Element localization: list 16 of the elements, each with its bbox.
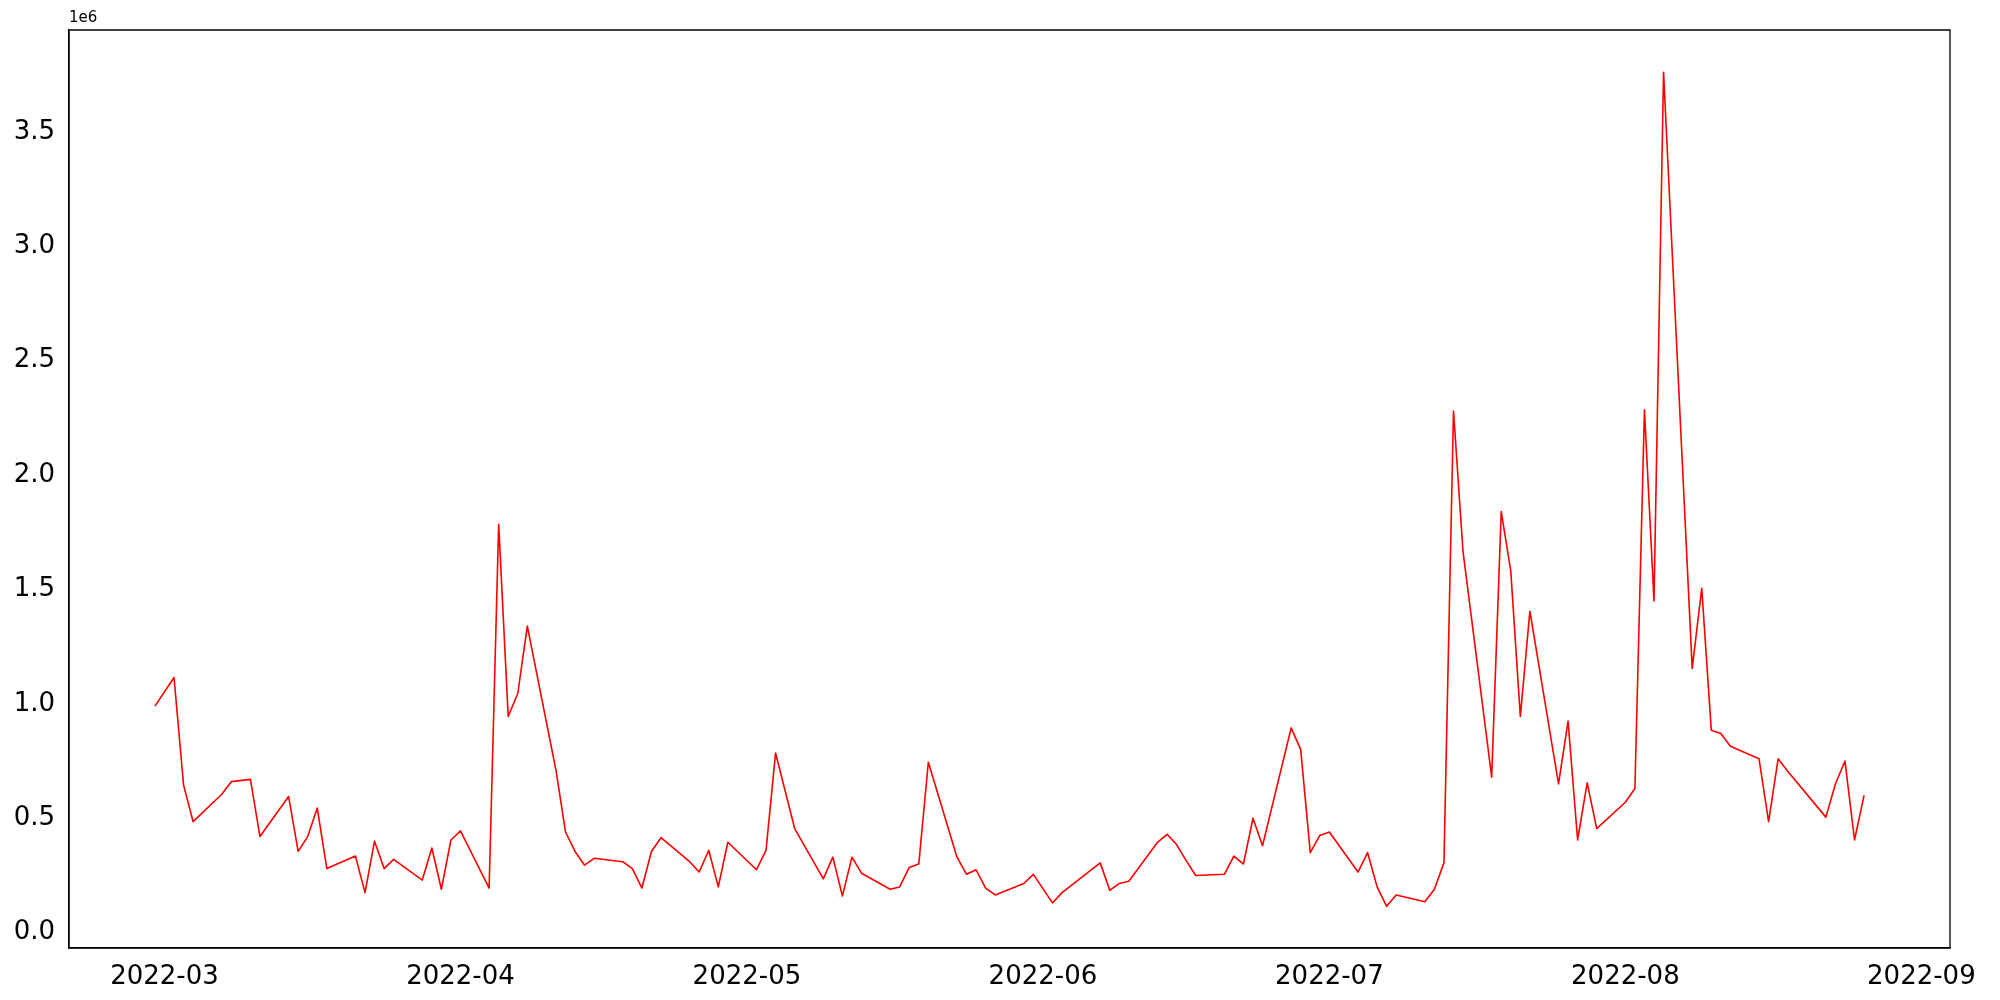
y-tick-label: 2.0 bbox=[13, 457, 55, 488]
x-tick-label: 2022-05 bbox=[692, 960, 802, 991]
x-tick-label: 2022-03 bbox=[110, 960, 219, 991]
x-tick-label: 2022-09 bbox=[1867, 960, 1976, 991]
x-tick-label: 2022-06 bbox=[988, 960, 1098, 991]
y-tick-label: 1.5 bbox=[13, 572, 55, 603]
y-tick-label: 2.5 bbox=[13, 343, 55, 374]
y-tick-label: 0.5 bbox=[13, 801, 55, 832]
x-tick-label: 2022-07 bbox=[1275, 960, 1384, 991]
x-tick-label: 2022-04 bbox=[406, 960, 515, 991]
x-tick-label: 2022-08 bbox=[1571, 960, 1680, 991]
y-tick-label: 1.0 bbox=[13, 686, 55, 717]
y-tick-label: 0.0 bbox=[13, 915, 55, 946]
y-tick-label: 3.5 bbox=[13, 114, 55, 145]
y-tick-label: 3.0 bbox=[13, 228, 55, 259]
text: 1e6 bbox=[69, 8, 98, 27]
